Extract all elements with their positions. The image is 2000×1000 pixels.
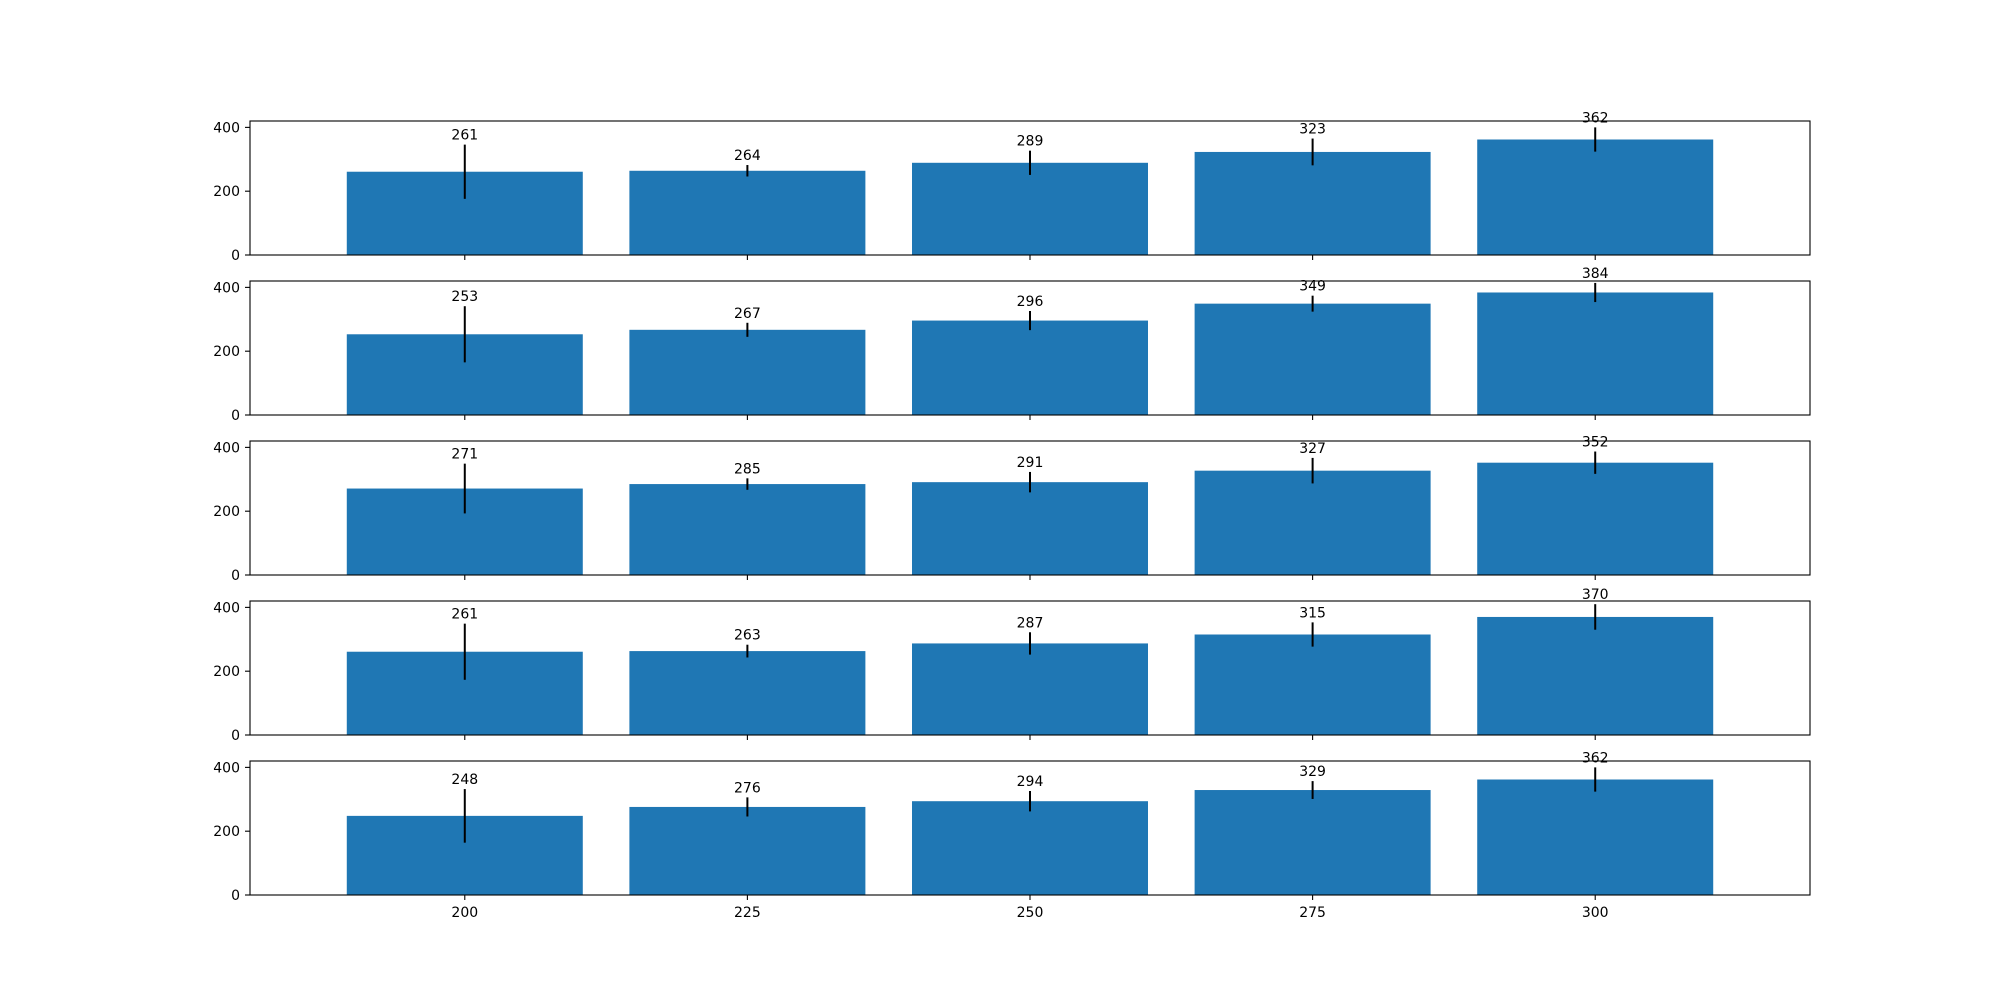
bar-value-label: 352 — [1582, 435, 1609, 451]
bar — [1194, 470, 1431, 575]
bar-value-label: 264 — [734, 148, 761, 164]
bar-value-label: 296 — [1017, 294, 1044, 310]
y-tick-label: 400 — [213, 760, 240, 776]
bar-value-label: 271 — [451, 447, 478, 463]
bar-value-label: 362 — [1582, 750, 1609, 766]
bar — [912, 643, 1148, 735]
bar-value-label: 287 — [1017, 615, 1044, 631]
bar-value-label: 248 — [451, 772, 478, 788]
bar-value-label: 263 — [734, 628, 761, 644]
bar-value-label: 261 — [451, 607, 478, 623]
bar — [629, 170, 866, 255]
bar — [912, 801, 1148, 895]
bar — [1194, 634, 1431, 735]
x-tick-label: 275 — [1299, 905, 1326, 921]
bar-value-label: 261 — [451, 128, 478, 144]
y-tick-label: 0 — [231, 728, 240, 744]
subplot-5: 248 276 294 329 362 0 200 400 200 225 250 275 300 — [213, 750, 1811, 921]
subplot-4: 261 263 287 315 370 0 200 400 — [213, 587, 1811, 744]
bar-value-label: 362 — [1582, 110, 1609, 126]
bar — [629, 806, 866, 895]
bar-value-label: 294 — [1017, 774, 1044, 790]
bar-value-label: 370 — [1582, 587, 1609, 603]
subplot-2: 253 267 296 349 384 0 200 400 — [213, 266, 1811, 424]
x-tick-label: 300 — [1582, 905, 1609, 921]
bar — [629, 329, 866, 415]
bar — [629, 484, 866, 575]
bar — [1194, 790, 1431, 895]
bar-value-label: 253 — [451, 289, 478, 305]
bar — [1477, 139, 1714, 255]
bar — [912, 320, 1148, 415]
bar-value-label: 327 — [1299, 441, 1326, 457]
bar — [1477, 616, 1714, 735]
y-tick-label: 200 — [213, 344, 240, 360]
y-tick-label: 200 — [213, 664, 240, 680]
bar-value-label: 384 — [1582, 266, 1609, 282]
bar-value-label: 289 — [1017, 134, 1044, 150]
bar-value-label: 315 — [1299, 605, 1326, 621]
subplots-group: 261 264 289 323 362 0 200 400 253 267 296 349 384 0 20… — [213, 110, 1811, 921]
bar — [1194, 151, 1431, 255]
x-tick-label: 250 — [1017, 905, 1044, 921]
y-tick-label: 400 — [213, 600, 240, 616]
y-tick-label: 400 — [213, 280, 240, 296]
bar-value-label: 276 — [734, 780, 761, 796]
bar — [1194, 303, 1431, 415]
y-tick-label: 200 — [213, 504, 240, 520]
y-tick-label: 0 — [231, 568, 240, 584]
bar-value-label: 323 — [1299, 122, 1326, 138]
bar-value-label: 267 — [734, 306, 761, 322]
subplot-1: 261 264 289 323 362 0 200 400 — [213, 110, 1811, 264]
bar — [1477, 292, 1714, 415]
y-tick-label: 200 — [213, 184, 240, 200]
bar — [912, 162, 1148, 255]
bar — [1477, 779, 1714, 895]
y-tick-label: 0 — [231, 248, 240, 264]
y-tick-label: 200 — [213, 824, 240, 840]
x-tick-label: 225 — [734, 905, 761, 921]
y-tick-label: 400 — [213, 120, 240, 136]
y-tick-label: 0 — [231, 408, 240, 424]
x-tick-label: 200 — [451, 905, 478, 921]
bar — [1477, 462, 1714, 575]
bar-value-label: 349 — [1299, 279, 1326, 295]
bar-value-label: 329 — [1299, 764, 1326, 780]
bar — [912, 482, 1148, 575]
bar-value-label: 291 — [1017, 455, 1044, 471]
y-tick-label: 0 — [231, 888, 240, 904]
bar-value-label: 285 — [734, 461, 761, 477]
y-tick-label: 400 — [213, 440, 240, 456]
bar — [629, 651, 866, 735]
subplot-3: 271 285 291 327 352 0 200 400 — [213, 435, 1811, 584]
